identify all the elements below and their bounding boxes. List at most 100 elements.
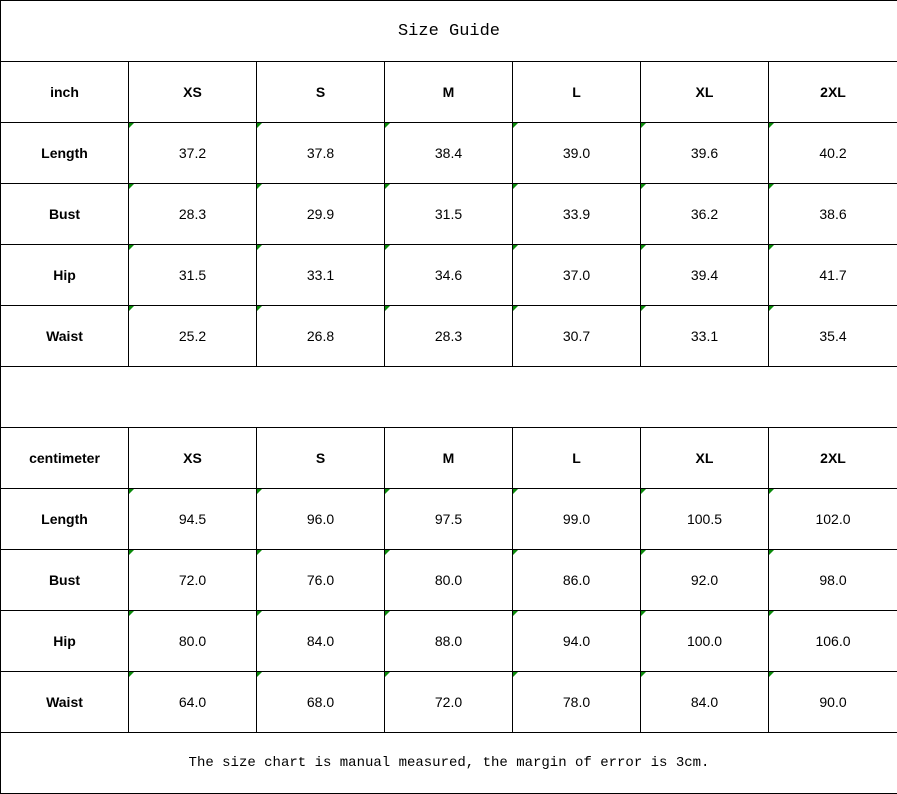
value-cell[interactable]: 34.6 xyxy=(384,244,513,306)
row-label-hip[interactable]: Hip xyxy=(0,244,129,306)
value-cell[interactable]: 28.3 xyxy=(384,305,513,367)
value-cell[interactable]: 31.5 xyxy=(384,183,513,245)
size-header-xs[interactable]: XS xyxy=(128,61,257,123)
value-cell[interactable]: 40.2 xyxy=(768,122,897,184)
value-cell[interactable]: 33.9 xyxy=(512,183,641,245)
value-cell[interactable]: 94.0 xyxy=(512,610,641,672)
title-cell[interactable]: Size Guide xyxy=(0,0,897,62)
value-cell-text: 68.0 xyxy=(306,694,335,710)
size-header-2xl[interactable]: 2XL xyxy=(768,61,897,123)
unit-header-cell-text: inch xyxy=(50,84,79,100)
value-cell[interactable]: 76.0 xyxy=(256,549,385,611)
value-cell[interactable]: 86.0 xyxy=(512,549,641,611)
value-cell[interactable]: 37.2 xyxy=(128,122,257,184)
value-cell[interactable]: 37.0 xyxy=(512,244,641,306)
value-cell-text: 92.0 xyxy=(690,572,719,588)
cell-indicator-icon xyxy=(769,184,774,189)
value-cell[interactable]: 84.0 xyxy=(640,671,769,733)
value-cell[interactable]: 30.7 xyxy=(512,305,641,367)
cell-indicator-icon xyxy=(129,489,134,494)
row-label-waist[interactable]: Waist xyxy=(0,305,129,367)
value-cell[interactable]: 80.0 xyxy=(384,549,513,611)
value-cell[interactable]: 97.5 xyxy=(384,488,513,550)
value-cell[interactable]: 41.7 xyxy=(768,244,897,306)
cell-indicator-icon xyxy=(129,245,134,250)
value-cell[interactable]: 80.0 xyxy=(128,610,257,672)
row-label-bust[interactable]: Bust xyxy=(0,549,129,611)
value-cell[interactable]: 28.3 xyxy=(128,183,257,245)
note-cell[interactable]: The size chart is manual measured, the m… xyxy=(0,732,897,794)
value-cell[interactable]: 25.2 xyxy=(128,305,257,367)
size-header-xl[interactable]: XL xyxy=(640,61,769,123)
value-cell[interactable]: 33.1 xyxy=(256,244,385,306)
value-cell[interactable]: 72.0 xyxy=(128,549,257,611)
value-cell-text: 26.8 xyxy=(306,328,335,344)
value-cell[interactable]: 106.0 xyxy=(768,610,897,672)
value-cell-text: 31.5 xyxy=(178,267,207,283)
value-cell-text: 76.0 xyxy=(306,572,335,588)
value-cell[interactable]: 37.8 xyxy=(256,122,385,184)
value-cell-text: 33.1 xyxy=(306,267,335,283)
blank-cell[interactable] xyxy=(0,366,897,428)
size-header-l[interactable]: L xyxy=(512,427,641,489)
value-cell-text: 84.0 xyxy=(306,633,335,649)
value-cell[interactable]: 100.5 xyxy=(640,488,769,550)
table-row: Waist 25.2 26.8 28.3 30.7 33.1 35.4 xyxy=(0,305,897,367)
row-label-waist[interactable]: Waist xyxy=(0,671,129,733)
unit-header-cell[interactable]: centimeter xyxy=(0,427,129,489)
blank-row xyxy=(0,366,897,428)
size-header-xs[interactable]: XS xyxy=(128,427,257,489)
size-header-m[interactable]: M xyxy=(384,61,513,123)
header-row: inch XS S M L XL 2XL xyxy=(0,61,897,123)
value-cell[interactable]: 98.0 xyxy=(768,549,897,611)
size-header-2xl[interactable]: 2XL xyxy=(768,427,897,489)
value-cell[interactable]: 39.0 xyxy=(512,122,641,184)
value-cell[interactable]: 36.2 xyxy=(640,183,769,245)
cell-indicator-icon xyxy=(257,184,262,189)
value-cell[interactable]: 68.0 xyxy=(256,671,385,733)
value-cell[interactable]: 38.6 xyxy=(768,183,897,245)
value-cell[interactable]: 78.0 xyxy=(512,671,641,733)
row-label-length[interactable]: Length xyxy=(0,488,129,550)
unit-header-cell[interactable]: inch xyxy=(0,61,129,123)
row-label-length[interactable]: Length xyxy=(0,122,129,184)
size-header-xl[interactable]: XL xyxy=(640,427,769,489)
value-cell[interactable]: 84.0 xyxy=(256,610,385,672)
unit-header-cell-text: centimeter xyxy=(29,450,100,466)
value-cell[interactable]: 94.5 xyxy=(128,488,257,550)
value-cell[interactable]: 39.4 xyxy=(640,244,769,306)
value-cell[interactable]: 39.6 xyxy=(640,122,769,184)
value-cell[interactable]: 72.0 xyxy=(384,671,513,733)
value-cell[interactable]: 33.1 xyxy=(640,305,769,367)
size-header-s[interactable]: S xyxy=(256,427,385,489)
value-cell[interactable]: 100.0 xyxy=(640,610,769,672)
value-cell[interactable]: 38.4 xyxy=(384,122,513,184)
value-cell[interactable]: 92.0 xyxy=(640,549,769,611)
header-row: centimeter XS S M L XL 2XL xyxy=(0,427,897,489)
value-cell-text: 34.6 xyxy=(434,267,463,283)
value-cell[interactable]: 26.8 xyxy=(256,305,385,367)
size-header-s[interactable]: S xyxy=(256,61,385,123)
size-header-2xl-text: 2XL xyxy=(820,84,846,100)
value-cell[interactable]: 88.0 xyxy=(384,610,513,672)
value-cell-text: 96.0 xyxy=(306,511,335,527)
size-header-xl-text: XL xyxy=(695,450,714,466)
size-header-m[interactable]: M xyxy=(384,427,513,489)
note-row: The size chart is manual measured, the m… xyxy=(0,732,897,794)
size-header-l[interactable]: L xyxy=(512,61,641,123)
value-cell-text: 33.9 xyxy=(562,206,591,222)
value-cell[interactable]: 90.0 xyxy=(768,671,897,733)
row-label-hip-text: Hip xyxy=(53,267,76,283)
value-cell[interactable]: 31.5 xyxy=(128,244,257,306)
value-cell-text: 35.4 xyxy=(819,328,847,344)
value-cell[interactable]: 29.9 xyxy=(256,183,385,245)
value-cell[interactable]: 96.0 xyxy=(256,488,385,550)
value-cell-text: 37.2 xyxy=(178,145,207,161)
value-cell[interactable]: 64.0 xyxy=(128,671,257,733)
value-cell[interactable]: 35.4 xyxy=(768,305,897,367)
value-cell[interactable]: 102.0 xyxy=(768,488,897,550)
row-label-hip[interactable]: Hip xyxy=(0,610,129,672)
row-label-bust[interactable]: Bust xyxy=(0,183,129,245)
value-cell[interactable]: 99.0 xyxy=(512,488,641,550)
